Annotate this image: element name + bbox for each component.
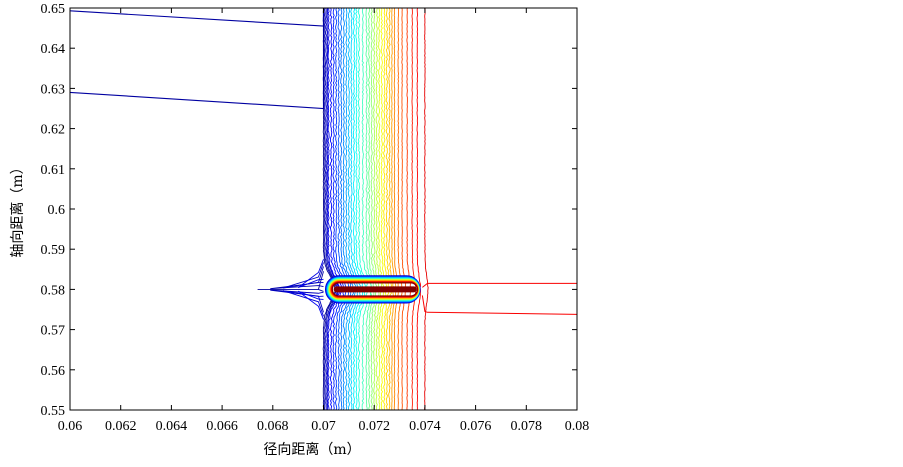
- contour-line: [352, 8, 364, 410]
- contour-line: [355, 8, 367, 410]
- contour-line: [388, 8, 395, 410]
- x-tick-label: 0.078: [511, 419, 543, 434]
- x-tick-label: 0.062: [105, 419, 137, 434]
- x-tick-label: 0.07: [311, 419, 336, 434]
- contour-line: [357, 8, 368, 410]
- contour-line: [380, 8, 388, 410]
- contour-line: [337, 8, 350, 410]
- contour-line: [424, 8, 429, 410]
- contour-line: [297, 290, 324, 320]
- y-tick-label: 0.65: [41, 2, 66, 17]
- y-tick-label: 0.6: [48, 203, 66, 218]
- contour-line: [365, 8, 373, 410]
- contour-line: [329, 8, 343, 410]
- contour-line: [345, 8, 357, 410]
- contour-line: [378, 8, 385, 410]
- contour-line: [334, 8, 348, 410]
- x-tick-label: 0.064: [156, 419, 188, 434]
- contour-line: [411, 8, 417, 410]
- contour-line: [327, 8, 340, 410]
- y-tick-labels: 0.55 0.56 0.57 0.58 0.59 0.6 0.61 0.62 0.63 0.64 0…: [41, 2, 66, 419]
- y-tick-label: 0.61: [41, 163, 66, 178]
- y-axis-title: 轴向距离（m）: [9, 160, 26, 257]
- contour-line: [421, 295, 577, 315]
- contour-line: [347, 8, 360, 410]
- contour-line: [325, 8, 338, 410]
- contour-line: [397, 8, 403, 410]
- x-tick-labels: 0.06 0.062 0.064 0.066 0.068 0.07 0.072 0.074 0.…: [58, 419, 590, 434]
- contour-line: [332, 8, 345, 410]
- x-tick-label: 0.074: [409, 419, 441, 434]
- contour-line: [282, 290, 324, 317]
- source-ring: [331, 282, 418, 297]
- contour-line: [391, 8, 397, 410]
- contour-line: [373, 8, 380, 410]
- x-tick-label: 0.06: [58, 419, 83, 434]
- y-tick-label: 0.55: [41, 404, 66, 419]
- x-tick-label: 0.072: [358, 419, 390, 434]
- contour-line: [270, 289, 324, 313]
- axis-ticks: [69, 7, 578, 411]
- source-core: [333, 286, 417, 293]
- y-tick-label: 0.64: [41, 42, 66, 57]
- x-tick-label: 0.068: [257, 419, 289, 434]
- contour-line: [422, 282, 577, 288]
- contour-line: [406, 8, 412, 410]
- contour-line: [340, 8, 352, 410]
- contour-line: [282, 262, 324, 289]
- contour-line: [70, 8, 325, 110]
- contour-line: [367, 8, 375, 410]
- y-tick-label: 0.57: [41, 324, 66, 339]
- contour-line: [324, 8, 337, 410]
- contour-line: [326, 8, 339, 410]
- contour-lines: [70, 8, 577, 410]
- contour-line: [383, 8, 390, 410]
- y-tick-label: 0.63: [41, 82, 66, 97]
- contour-line: [375, 8, 383, 410]
- x-axis-title: 径向距离（m）: [263, 441, 360, 458]
- x-tick-label: 0.066: [206, 419, 238, 434]
- contour-line: [270, 266, 324, 290]
- x-tick-label: 0.08: [565, 419, 590, 434]
- x-tick-label: 0.076: [460, 419, 492, 434]
- y-tick-label: 0.62: [41, 123, 66, 138]
- y-tick-label: 0.56: [41, 364, 66, 379]
- contour-line: [257, 271, 324, 292]
- contour-line: [393, 8, 399, 410]
- contour-line: [361, 8, 372, 410]
- contour-line: [370, 8, 378, 410]
- contour-line: [416, 8, 422, 410]
- contour-line: [350, 8, 361, 410]
- y-tick-label: 0.58: [41, 283, 66, 298]
- y-tick-label: 0.59: [41, 243, 66, 258]
- contour-line: [297, 259, 324, 289]
- contour-line: [385, 8, 392, 410]
- contour-line: [401, 8, 407, 410]
- contour-line: [342, 8, 355, 410]
